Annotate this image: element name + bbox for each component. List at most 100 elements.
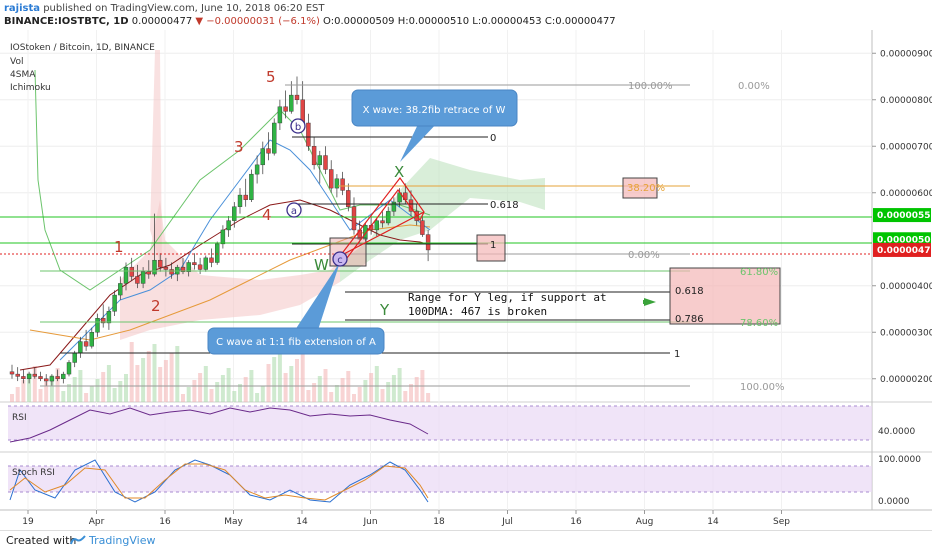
candle-body <box>380 220 385 224</box>
candle-body <box>61 373 66 379</box>
stoch-d-line <box>9 463 429 501</box>
candle-body <box>100 318 106 324</box>
fib-label-100: 100.00% <box>740 382 785 393</box>
legend-sma[interactable]: 4SMA <box>10 70 36 80</box>
candle-body <box>106 311 112 324</box>
circled-label-a[interactable]: a <box>286 202 302 218</box>
stoch-k-line <box>9 459 429 503</box>
candle-body <box>157 259 163 268</box>
callout-x-wave[interactable]: X wave: 38.2fib retrace of W <box>351 89 518 162</box>
volume-bar <box>135 365 140 402</box>
fib-label-786: 78.60% <box>740 318 778 329</box>
candle-body <box>266 148 271 154</box>
candle-body <box>44 378 49 382</box>
candle-body <box>152 259 157 275</box>
volume-bar <box>380 389 385 402</box>
volume-bar <box>106 365 111 402</box>
y-tick-label: 0.00000800 <box>880 96 932 106</box>
candle-body <box>123 266 129 284</box>
range-note-line-2: 100DMA: 467 is broken <box>408 305 547 318</box>
y-tick-label: 0.00000400 <box>880 282 932 292</box>
time-axis[interactable]: 19 Apr 16 May 14 Jun 18 Jul 16 Aug 14 Sep <box>22 510 790 527</box>
callout-c-wave[interactable]: C wave at 1:1 fib extension of A <box>207 262 385 355</box>
footer: Created with TradingView <box>0 530 932 551</box>
volume-bar <box>192 380 197 402</box>
volume-bar <box>15 387 20 402</box>
x-tick-label: 19 <box>22 517 34 527</box>
y-range-box[interactable] <box>669 267 781 325</box>
channel-line[interactable] <box>339 211 425 257</box>
annotations[interactable] <box>40 84 781 387</box>
volume-bar <box>186 387 191 402</box>
volume-bar <box>226 368 231 402</box>
candle-body <box>180 266 186 272</box>
candle-body <box>249 173 254 200</box>
volume-bar <box>329 392 334 402</box>
volume-bar <box>112 388 117 402</box>
tradingview-brand[interactable]: TradingView <box>89 534 156 547</box>
chart-svg[interactable]: X wave: 38.2fib retrace of W C wave at 1… <box>0 30 932 530</box>
range-note-line-1: Range for Y leg, if support at <box>408 291 607 304</box>
y-tick-label: 0.00000700 <box>880 142 932 152</box>
high-label: H: <box>397 16 409 27</box>
volume-bar <box>295 359 299 402</box>
callout-c-text: C wave at 1:1 fib extension of A <box>216 337 376 348</box>
low-label: L: <box>472 16 482 27</box>
candle-body <box>21 376 26 379</box>
volume-bar <box>10 394 14 402</box>
candle-body <box>78 341 83 354</box>
fib-382-box[interactable] <box>622 177 658 199</box>
candle-body <box>112 294 117 312</box>
fib-1-box[interactable] <box>476 234 506 262</box>
open-value: 0.00000509 <box>334 16 395 27</box>
rsi-tick: 40.0000 <box>878 427 915 437</box>
candle-body <box>283 106 288 112</box>
candle-body <box>425 234 431 251</box>
circled-label-c[interactable]: c <box>332 251 348 267</box>
price-tag-label: 0.00000500 <box>877 235 932 245</box>
y-tick-label: 0.00000600 <box>880 189 932 199</box>
author-name[interactable]: rajista <box>4 3 41 14</box>
volume-bar <box>266 364 271 402</box>
x-tick-label: Apr <box>89 517 105 527</box>
volume-bar <box>118 381 123 402</box>
volume-bar <box>27 373 32 402</box>
ext-label-0: 0 <box>490 133 496 144</box>
candle-body <box>220 229 226 245</box>
fib-label-0-top: 0.00% <box>738 81 770 92</box>
candle-body <box>55 376 60 379</box>
candle-body <box>346 190 351 207</box>
candle-body <box>363 225 368 240</box>
ext-label-1: 1 <box>490 240 496 251</box>
arrow-stem <box>643 300 647 304</box>
candle-body <box>391 201 397 212</box>
x-tick-label: 16 <box>159 517 171 527</box>
fib-label-618: 61.80% <box>740 267 778 278</box>
volume-bars <box>10 342 431 402</box>
circled-label-b[interactable]: b <box>290 118 306 134</box>
volume-bar <box>129 342 134 402</box>
tradingview-logo-icon <box>70 535 86 545</box>
ichimoku-cloud <box>120 50 545 340</box>
price-axis[interactable]: 0.00000900 0.00000800 0.00000700 0.00000600… <box>872 49 932 385</box>
volume-bar <box>232 391 237 402</box>
svg-text:b: b <box>295 122 301 133</box>
wave-label-w: W <box>314 256 329 274</box>
candle-body <box>277 106 283 124</box>
legend-ichimoku[interactable]: Ichimoku <box>10 83 51 93</box>
candle-body <box>26 373 32 379</box>
candle-body <box>49 376 55 382</box>
x-tick-label: 14 <box>707 517 719 527</box>
open-label: O: <box>323 16 335 27</box>
candle-body <box>214 243 220 263</box>
candle-body <box>169 269 174 275</box>
legend-vol[interactable]: Vol <box>10 57 23 67</box>
volume-bar <box>72 377 77 402</box>
volume-bar <box>175 346 180 402</box>
chart-frame[interactable]: X wave: 38.2fib retrace of W C wave at 1… <box>0 30 932 530</box>
volume-bar <box>84 393 89 402</box>
volume-bar <box>146 351 151 402</box>
callout-x-text: X wave: 38.2fib retrace of W <box>363 105 506 116</box>
candle-body <box>334 178 340 189</box>
volume-bar <box>55 368 60 402</box>
